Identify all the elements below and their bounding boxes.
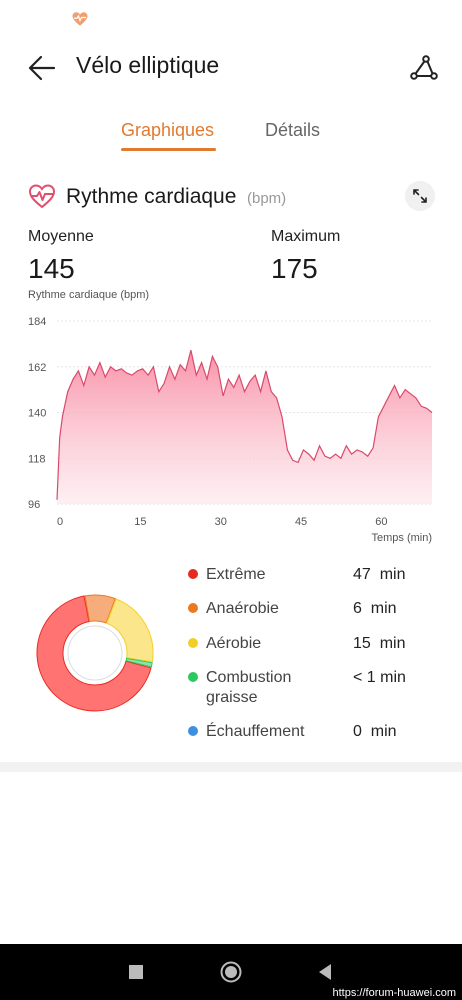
legend-value: < 1 min [353, 669, 406, 686]
route-button[interactable] [406, 50, 442, 86]
heart-rate-line [56, 349, 433, 500]
y-tick-label: 184 [28, 316, 46, 328]
app-bar: Vélo elliptique [0, 40, 462, 96]
legend-value: 6 min [353, 600, 397, 617]
expand-icon [413, 189, 427, 203]
x-tick-label: 0 [57, 516, 63, 528]
y-tick-label: 96 [28, 499, 40, 511]
y-tick-label: 118 [28, 453, 46, 465]
x-tick-label: 60 [375, 516, 387, 528]
maximum-value: 175 [271, 253, 318, 284]
donut-segment-0 [36, 595, 152, 712]
recent-apps-button[interactable] [124, 960, 148, 984]
donut-center [67, 625, 123, 681]
heart-rate-header: Rythme cardiaque (bpm) [0, 176, 462, 220]
heart-pulse-icon [28, 184, 56, 209]
legend-dot [188, 672, 198, 682]
section-divider [0, 762, 462, 772]
watermark: https://forum-huawei.com [332, 987, 457, 999]
heart-rate-area [57, 350, 432, 504]
maximum-stat: Maximum 175 [271, 228, 340, 285]
heart-rate-unit: (bpm) [247, 190, 287, 207]
legend-name: Extrême [206, 566, 266, 583]
legend-name: Combustion graisse [206, 669, 292, 706]
y-tick-label: 140 [28, 408, 46, 420]
x-tick-label: 45 [295, 516, 307, 528]
chart-ylabel: Rythme cardiaque (bpm) [28, 289, 150, 301]
legend-dot [188, 726, 198, 736]
y-tick-label: 162 [28, 362, 46, 374]
heart-rate-chart[interactable]: 184 162 140 118 96 0 15 30 45 60 Temps (min) [0, 300, 462, 550]
home-button[interactable] [219, 960, 243, 984]
average-label: Moyenne [28, 228, 94, 245]
tab-details[interactable]: Détails [265, 120, 321, 140]
donut-segment-2 [106, 598, 154, 663]
page-title: Vélo elliptique [76, 52, 220, 78]
active-tab-indicator [121, 148, 216, 151]
arrow-left-icon [28, 55, 56, 81]
legend-value: 47 min [353, 566, 406, 583]
route-icon [410, 55, 438, 80]
maximum-label: Maximum [271, 228, 341, 245]
legend-name: Échauffement [206, 723, 305, 740]
status-bar [0, 0, 462, 40]
legend-dot [188, 569, 198, 579]
chart-xlabel: Temps (min) [371, 532, 432, 544]
legend-value: 0 min [353, 723, 397, 740]
triangle-back-icon [319, 964, 331, 980]
legend-name: Anaérobie [206, 600, 279, 617]
x-tick-label: 30 [215, 516, 227, 528]
back-button[interactable] [22, 50, 62, 86]
zone-legend: Extrême 47 min Anaérobie 6 min Aérobie 15 min… [0, 560, 462, 760]
system-back-button[interactable] [313, 960, 337, 984]
average-value: 145 [28, 253, 75, 284]
legend-name: Aérobie [206, 635, 262, 652]
system-nav-bar: https://forum-huawei.com [0, 944, 462, 1000]
heart-rate-icon [72, 12, 88, 26]
donut-segment-1 [84, 594, 116, 624]
square-icon [129, 965, 143, 979]
heart-rate-title: Rythme cardiaque [66, 185, 237, 208]
donut-segment-3 [125, 657, 153, 668]
legend-dot [188, 603, 198, 613]
legend-value: 15 min [353, 635, 406, 652]
circle-home-icon [220, 961, 242, 983]
legend-dot [188, 638, 198, 648]
x-tick-label: 15 [134, 516, 146, 528]
average-stat: Moyenne 145 [28, 228, 94, 285]
zone-donut-chart [36, 594, 154, 712]
tab-bar: Graphiques Détails [0, 112, 462, 156]
tab-graphiques[interactable]: Graphiques [121, 120, 215, 140]
expand-button[interactable] [405, 181, 435, 211]
